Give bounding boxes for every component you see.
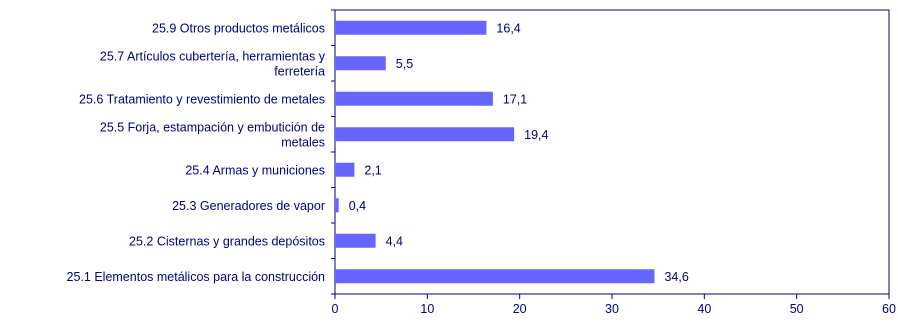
x-tick-label: 60 bbox=[882, 302, 896, 316]
bar bbox=[335, 198, 339, 213]
data-label: 2,1 bbox=[364, 163, 381, 177]
plot-area-border bbox=[334, 9, 890, 295]
category-label-line: metales bbox=[281, 135, 325, 149]
category-label-line: 25.3 Generadores de vapor bbox=[172, 199, 325, 213]
x-tick-label: 40 bbox=[697, 302, 711, 316]
category-label-line: 25.5 Forja, estampación y embutición de bbox=[100, 120, 325, 134]
category-label-line: 25.4 Armas y municiones bbox=[185, 163, 325, 177]
data-label: 34,6 bbox=[664, 270, 688, 284]
data-label: 5,5 bbox=[396, 57, 413, 71]
x-tick-label: 10 bbox=[420, 302, 434, 316]
bar bbox=[335, 56, 386, 71]
category-label: 25.4 Armas y municiones bbox=[185, 163, 325, 177]
category-label: 25.6 Tratamiento y revestimiento de meta… bbox=[79, 92, 325, 106]
category-label: 25.5 Forja, estampación y embutición de m… bbox=[100, 120, 325, 149]
data-label: 16,4 bbox=[496, 21, 520, 35]
category-label-line: 25.1 Elementos metálicos para la constru… bbox=[67, 270, 326, 284]
category-label: 25.3 Generadores de vapor bbox=[172, 199, 325, 213]
bar bbox=[335, 162, 355, 177]
category-label-line: 25.9 Otros productos metálicos bbox=[152, 21, 325, 35]
bar bbox=[335, 127, 515, 142]
bar bbox=[335, 91, 493, 106]
data-label: 19,4 bbox=[524, 128, 548, 142]
bar bbox=[335, 233, 376, 248]
data-label: 17,1 bbox=[503, 92, 527, 106]
x-tick-label: 20 bbox=[513, 302, 527, 316]
data-label: 0,4 bbox=[349, 199, 366, 213]
category-label-line: 25.7 Artículos cubertería, herramientas … bbox=[100, 49, 326, 63]
category-label: 25.9 Otros productos metálicos bbox=[152, 21, 325, 35]
bar bbox=[335, 269, 655, 284]
category-label: 25.2 Cisternas y grandes depósitos bbox=[129, 234, 325, 248]
category-label-line: 25.6 Tratamiento y revestimiento de meta… bbox=[79, 92, 325, 106]
category-label: 25.1 Elementos metálicos para la constru… bbox=[67, 270, 326, 284]
category-label-line: 25.2 Cisternas y grandes depósitos bbox=[129, 234, 325, 248]
x-tick-label: 50 bbox=[790, 302, 804, 316]
data-label: 4,4 bbox=[386, 234, 403, 248]
x-tick-label: 30 bbox=[605, 302, 619, 316]
bar bbox=[335, 20, 487, 35]
category-label: 25.7 Artículos cubertería, herramientas … bbox=[100, 49, 326, 78]
x-tick-label: 0 bbox=[332, 302, 339, 316]
category-label-line: ferretería bbox=[274, 64, 325, 78]
